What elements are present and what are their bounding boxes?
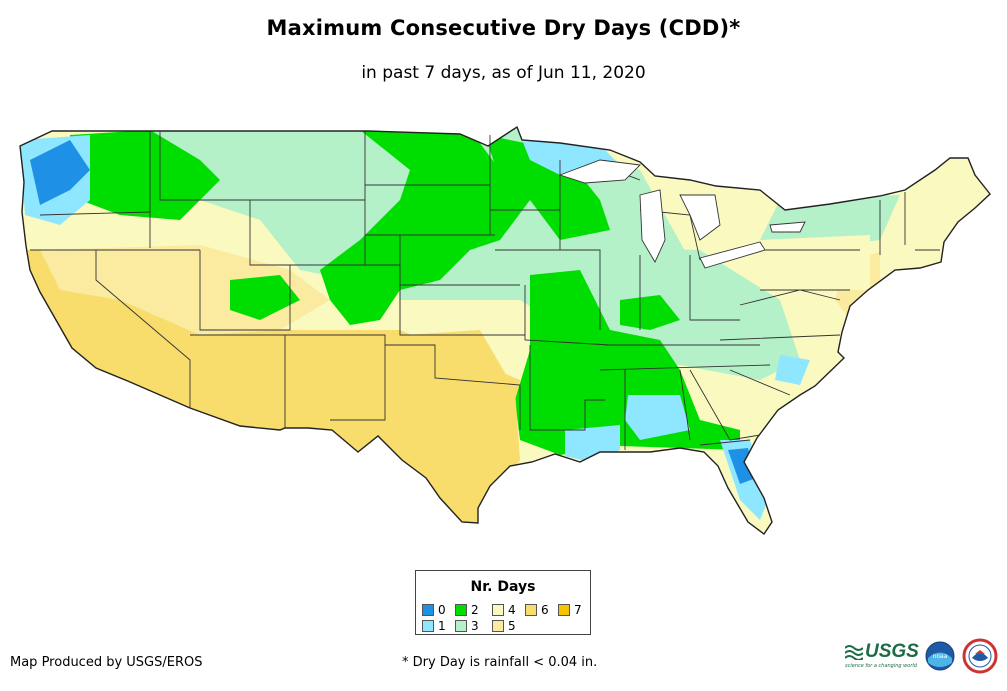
legend-swatch-2 — [455, 604, 467, 616]
legend-label-5: 5 — [508, 619, 516, 633]
zone-mn-2 — [485, 135, 610, 240]
state-line-pa-ny — [760, 249, 860, 291]
legend-swatch-6 — [525, 604, 537, 616]
legend: Nr. Days 0 2 4 6 7 1 3 5 — [415, 570, 591, 635]
state-line-nv-ut — [199, 250, 291, 331]
dry-day-note: * Dry Day is rainfall < 0.04 in. — [402, 655, 598, 670]
legend-swatch-3 — [455, 620, 467, 632]
zone-nw-2 — [70, 130, 220, 220]
zone-nw-0 — [30, 140, 90, 205]
state-line-fl — [699, 439, 751, 446]
zone-co-2 — [230, 275, 300, 320]
state-line-ky-tn — [599, 344, 771, 371]
legend-swatch-7 — [558, 604, 570, 616]
zone-plains-2 — [320, 130, 530, 325]
legend-title: Nr. Days — [470, 579, 536, 595]
usgs-logo: USGS science for a changing world — [843, 641, 923, 671]
zone-texas-6 — [330, 330, 520, 515]
producer-credit: Map Produced by USGS/EROS — [10, 655, 203, 670]
state-line-mt — [159, 131, 250, 201]
legend-label-2: 2 — [471, 603, 479, 617]
state-line-ga-sc — [689, 369, 791, 441]
zone-ne-1 — [775, 355, 810, 385]
state-line-ne-ks — [399, 235, 525, 336]
lake-erie — [699, 241, 766, 269]
state-line-wi-il — [559, 160, 601, 330]
legend-swatch-5 — [492, 620, 504, 632]
map-subtitle: in past 7 days, as of Jun 11, 2020 — [361, 63, 646, 83]
zone-ohio-2 — [620, 295, 680, 330]
state-line-wa-or — [39, 211, 151, 216]
country-outline — [19, 125, 991, 536]
state-line-ne — [879, 192, 940, 255]
state-line-ar-la — [529, 345, 605, 431]
state-line-ok-tx — [385, 344, 521, 430]
usgs-tagline: science for a changing world — [845, 663, 917, 669]
state-line-dakotas — [364, 131, 495, 236]
noaa-logo: noaa — [925, 641, 955, 671]
legend-swatch-0 — [422, 604, 434, 616]
zone-ne-4 — [760, 235, 870, 290]
zone-al-1 — [625, 395, 690, 440]
state-line-mn — [489, 135, 560, 235]
legend-label-7: 7 — [574, 603, 582, 617]
lake-ontario — [769, 221, 806, 233]
cdd-zones — [20, 127, 990, 534]
legend-label-0: 0 — [438, 603, 446, 617]
state-line-nm — [285, 334, 386, 421]
state-boundaries — [30, 131, 940, 450]
legend-label-6: 6 — [541, 603, 549, 617]
lake-michigan — [639, 189, 666, 263]
map-title: Maximum Consecutive Dry Days (CDD)* — [266, 16, 741, 40]
state-line-ms-al — [624, 369, 691, 450]
lake-huron — [679, 194, 721, 241]
usgs-wave-icon — [845, 645, 863, 660]
legend-label-1: 1 — [438, 619, 446, 633]
state-line-ca-nv — [95, 250, 191, 408]
legend-swatch-4 — [492, 604, 504, 616]
noaa-wordmark: noaa — [933, 653, 948, 660]
state-line-in-oh — [639, 255, 740, 330]
usgs-wordmark: USGS — [865, 641, 919, 662]
lake-superior — [558, 159, 641, 184]
legend-swatch-1 — [422, 620, 434, 632]
great-lakes — [558, 159, 806, 269]
legend-label-3: 3 — [471, 619, 479, 633]
nws-logo — [962, 638, 998, 674]
legend-label-4: 4 — [508, 603, 516, 617]
